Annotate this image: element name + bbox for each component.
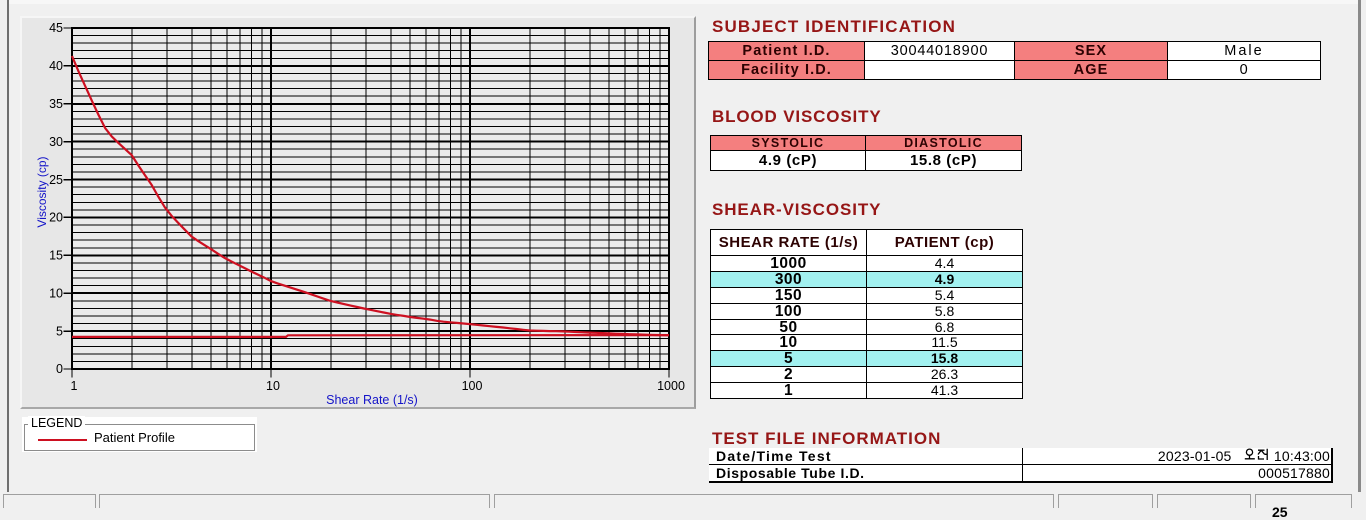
svg-text:Viscosity (cp): Viscosity (cp) — [35, 156, 49, 227]
svg-text:15: 15 — [49, 249, 63, 263]
svg-text:Shear Rate (1/s): Shear Rate (1/s) — [326, 393, 418, 407]
svg-text:40: 40 — [49, 59, 63, 73]
svg-text:1000: 1000 — [657, 379, 685, 393]
svg-text:25: 25 — [49, 173, 63, 187]
svg-text:20: 20 — [49, 211, 63, 225]
svg-text:5: 5 — [56, 324, 63, 338]
svg-text:30: 30 — [49, 135, 63, 149]
svg-text:100: 100 — [462, 379, 483, 393]
svg-text:1: 1 — [71, 379, 78, 393]
svg-text:35: 35 — [49, 97, 63, 111]
svg-text:10: 10 — [266, 379, 280, 393]
svg-text:0: 0 — [56, 362, 63, 376]
svg-text:10: 10 — [49, 286, 63, 300]
svg-text:45: 45 — [49, 21, 63, 35]
